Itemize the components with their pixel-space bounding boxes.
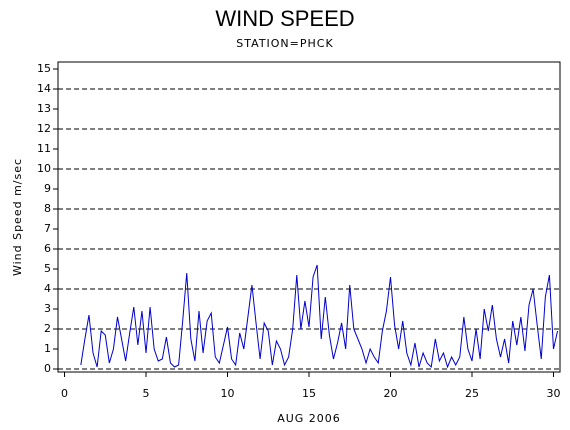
chart-title: WIND SPEED (215, 6, 354, 31)
y-tick-label: 8 (44, 202, 51, 215)
y-tick-label: 2 (44, 322, 51, 335)
x-tick-label: 30 (546, 387, 560, 400)
y-tick-label: 1 (44, 342, 51, 355)
y-tick-label: 0 (44, 362, 51, 375)
x-tick-label: 15 (302, 387, 316, 400)
y-tick-label: 4 (44, 282, 51, 295)
x-axis-label: AUG 2006 (277, 412, 341, 425)
data-line (80, 264, 559, 369)
chart-subtitle: STATION=PHCK (236, 37, 333, 50)
y-tick-label: 11 (37, 142, 51, 155)
y-tick-label: 10 (37, 162, 51, 175)
y-tick-label: 5 (44, 262, 51, 275)
y-tick-label: 6 (44, 242, 51, 255)
y-axis-label: Wind Speed m/sec (11, 158, 24, 276)
y-tick-label: 14 (37, 82, 51, 95)
x-tick-label: 0 (61, 387, 68, 400)
x-tick-label: 20 (383, 387, 397, 400)
y-tick-label: 12 (37, 122, 51, 135)
x-tick-label: 25 (465, 387, 479, 400)
y-tick-label: 7 (44, 222, 51, 235)
y-tick-label: 13 (37, 102, 51, 115)
x-tick-label: 10 (221, 387, 235, 400)
y-tick-label: 9 (44, 182, 51, 195)
y-tick-label: 15 (37, 62, 51, 75)
x-tick-label: 5 (143, 387, 150, 400)
y-tick-label: 3 (44, 302, 51, 315)
